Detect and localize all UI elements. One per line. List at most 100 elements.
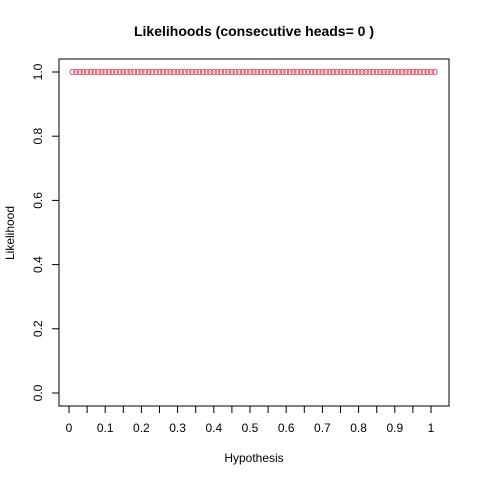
data-point [427,68,435,76]
data-point [297,68,304,76]
data-point [341,68,348,76]
data-point [181,68,188,76]
data-point [322,68,330,76]
data-point [388,68,395,76]
data-point [290,68,297,76]
data-point [80,68,87,76]
y-tick-label: 1.0 [31,63,45,80]
data-point [330,68,337,76]
data-point [424,68,431,76]
data-point [156,68,163,76]
data-point [98,68,105,76]
chart-title: Likelihoods (consecutive heads= 0 ) [134,23,374,39]
data-point [351,68,359,76]
data-point [207,68,214,76]
data-point [123,68,131,76]
data-point [102,68,109,76]
data-point [163,68,170,76]
data-point [301,68,308,76]
data-point [279,68,286,76]
plot-box [58,58,450,407]
data-point [145,68,152,76]
data-point [315,68,322,76]
y-axis-label: Likelihood [3,206,17,260]
data-point [377,68,384,76]
data-point [420,68,427,76]
data-point [333,68,340,76]
x-tick-label: 0 [66,421,73,435]
data-point [265,68,272,76]
data-point [236,68,243,76]
data-point [348,68,355,76]
data-point [120,68,127,76]
y-tick-label: 0.2 [31,320,45,337]
y-tick-label: 0.6 [31,192,45,209]
data-point [105,68,112,76]
x-tick-label: 0.4 [205,421,222,435]
data-point [344,68,351,76]
data-point [384,68,391,76]
data-point [185,68,192,76]
data-point [174,68,181,76]
data-point [275,68,283,76]
data-point [239,68,246,76]
data-point [87,68,94,76]
data-point [398,68,406,76]
x-tick-label: 0.1 [97,421,114,435]
x-axis-label: Hypothesis [224,451,283,465]
data-point [413,68,420,76]
data-point [243,68,250,76]
data-point [431,68,438,76]
data-point [369,68,377,76]
data-point [293,68,301,76]
x-axis: 0 0.1 0.2 0.3 0.4 0.5 0.6 0.7 0.8 0.9 1 [66,406,435,435]
data-point [141,68,149,76]
data-point [116,68,123,76]
x-tick-label: 0.6 [278,421,295,435]
data-point [214,68,221,76]
data-point [391,68,398,76]
data-point [217,68,225,76]
data-point [127,68,134,76]
data-point [409,68,416,76]
data-point [152,68,159,76]
data-point [69,68,76,76]
data-point [395,68,402,76]
data-point [257,68,264,76]
data-point [261,68,268,76]
data-point [246,68,254,76]
data-point [109,68,116,76]
data-point [254,68,261,76]
x-tick-label: 0.8 [350,421,367,435]
data-point [380,68,388,76]
y-tick-label: 0.4 [31,256,45,273]
data-point [91,68,98,76]
x-tick-label: 0.3 [169,421,186,435]
data-point [160,68,167,76]
data-point [250,68,257,76]
x-tick-label: 0.9 [386,421,403,435]
data-point [319,68,326,76]
data-point [167,68,174,76]
data-point [76,68,83,76]
data-point [312,68,319,76]
y-tick-label: 0.0 [31,384,45,401]
y-tick-label: 0.8 [31,128,45,145]
data-point [406,68,413,76]
data-point [366,68,373,76]
data-point [134,68,141,76]
data-point [337,68,344,76]
data-point [359,68,366,76]
data-point [112,68,120,76]
data-point [188,68,196,76]
data-point [286,68,293,76]
x-tick-label: 0.7 [314,421,331,435]
x-tick-label: 0.2 [133,421,150,435]
data-point [326,68,333,76]
data-point [131,68,138,76]
data-point [178,68,185,76]
data-point [402,68,409,76]
data-point [192,68,199,76]
